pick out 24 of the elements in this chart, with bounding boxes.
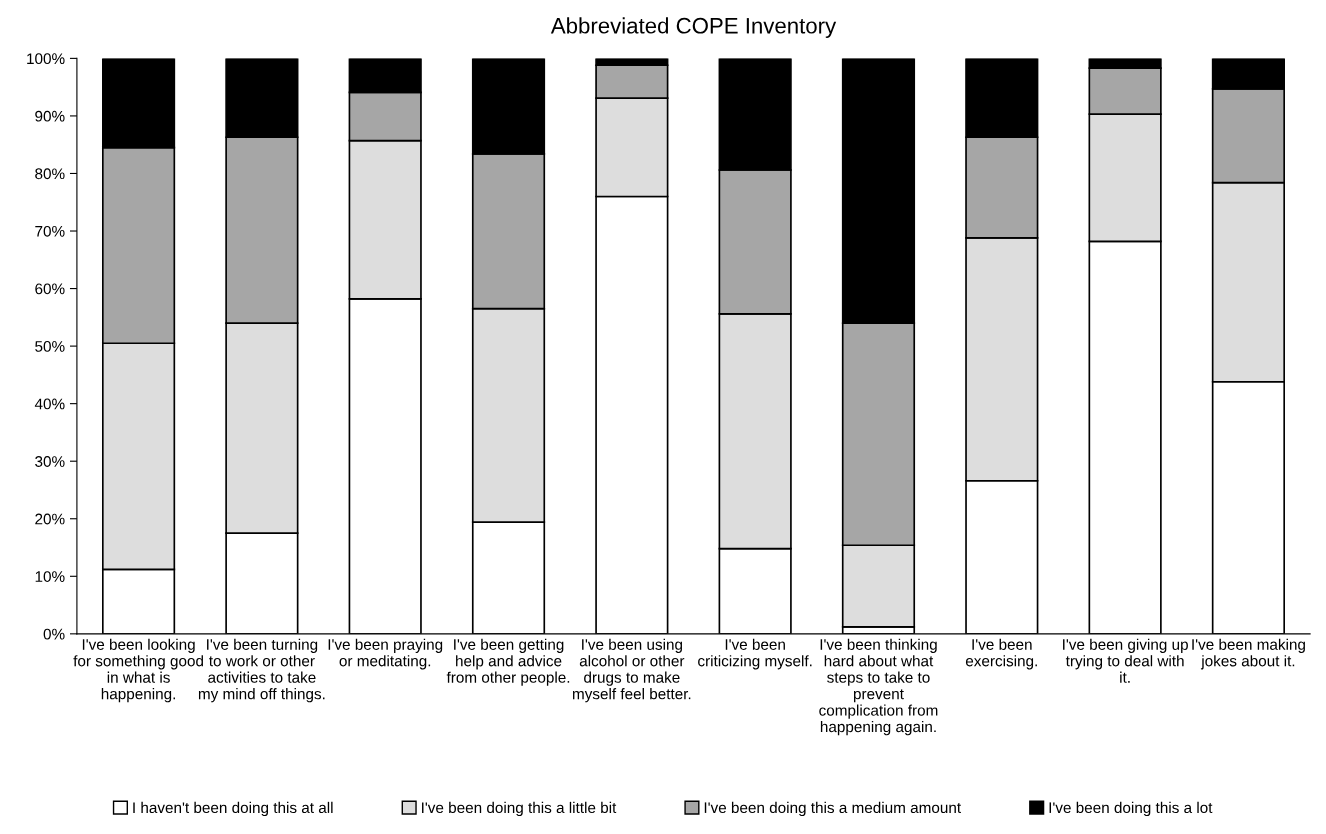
- y-tick-label: 70%: [35, 225, 65, 237]
- x-tick-label: I've been exercising.: [965, 638, 1037, 670]
- y-tick-label: 100%: [27, 53, 65, 65]
- legend-label: I've been doing this a medium amount: [704, 801, 961, 817]
- x-tick-label: I've been giving up trying to deal with it.: [1063, 638, 1188, 683]
- x-tick-label: I've been thinking hard about what steps to take to prevent complication from happening again.: [819, 638, 938, 736]
- y-tick-label: 10%: [35, 571, 65, 582]
- y-tick-label: 60%: [35, 283, 65, 295]
- y-tick-label: 90%: [35, 110, 65, 122]
- y-tick-label: 50%: [35, 340, 65, 352]
- legend-label: I've been doing this a lot: [1049, 801, 1213, 817]
- y-tick-label: 0%: [43, 628, 65, 640]
- x-tick-label: I've been criticizing myself.: [698, 638, 812, 670]
- x-tick-label: I've been praying or meditating.: [328, 638, 443, 670]
- legend-label: I've been doing this a little bit: [422, 801, 617, 817]
- y-tick-label: 80%: [35, 168, 65, 180]
- x-tick-label: I've been using alcohol or other drugs to make myself feel better.: [572, 638, 691, 703]
- x-tick-label: I've been getting help and advice from other people.: [446, 638, 570, 686]
- y-tick-label: 20%: [35, 513, 65, 525]
- y-tick-label: 30%: [35, 456, 65, 467]
- chart-title: Abbreviated COPE Inventory: [550, 17, 837, 38]
- y-tick-label: 40%: [34, 398, 65, 410]
- legend-label: I haven't been doing this at all: [133, 801, 333, 817]
- x-tick-label: I've been making jokes about it.: [1192, 638, 1305, 670]
